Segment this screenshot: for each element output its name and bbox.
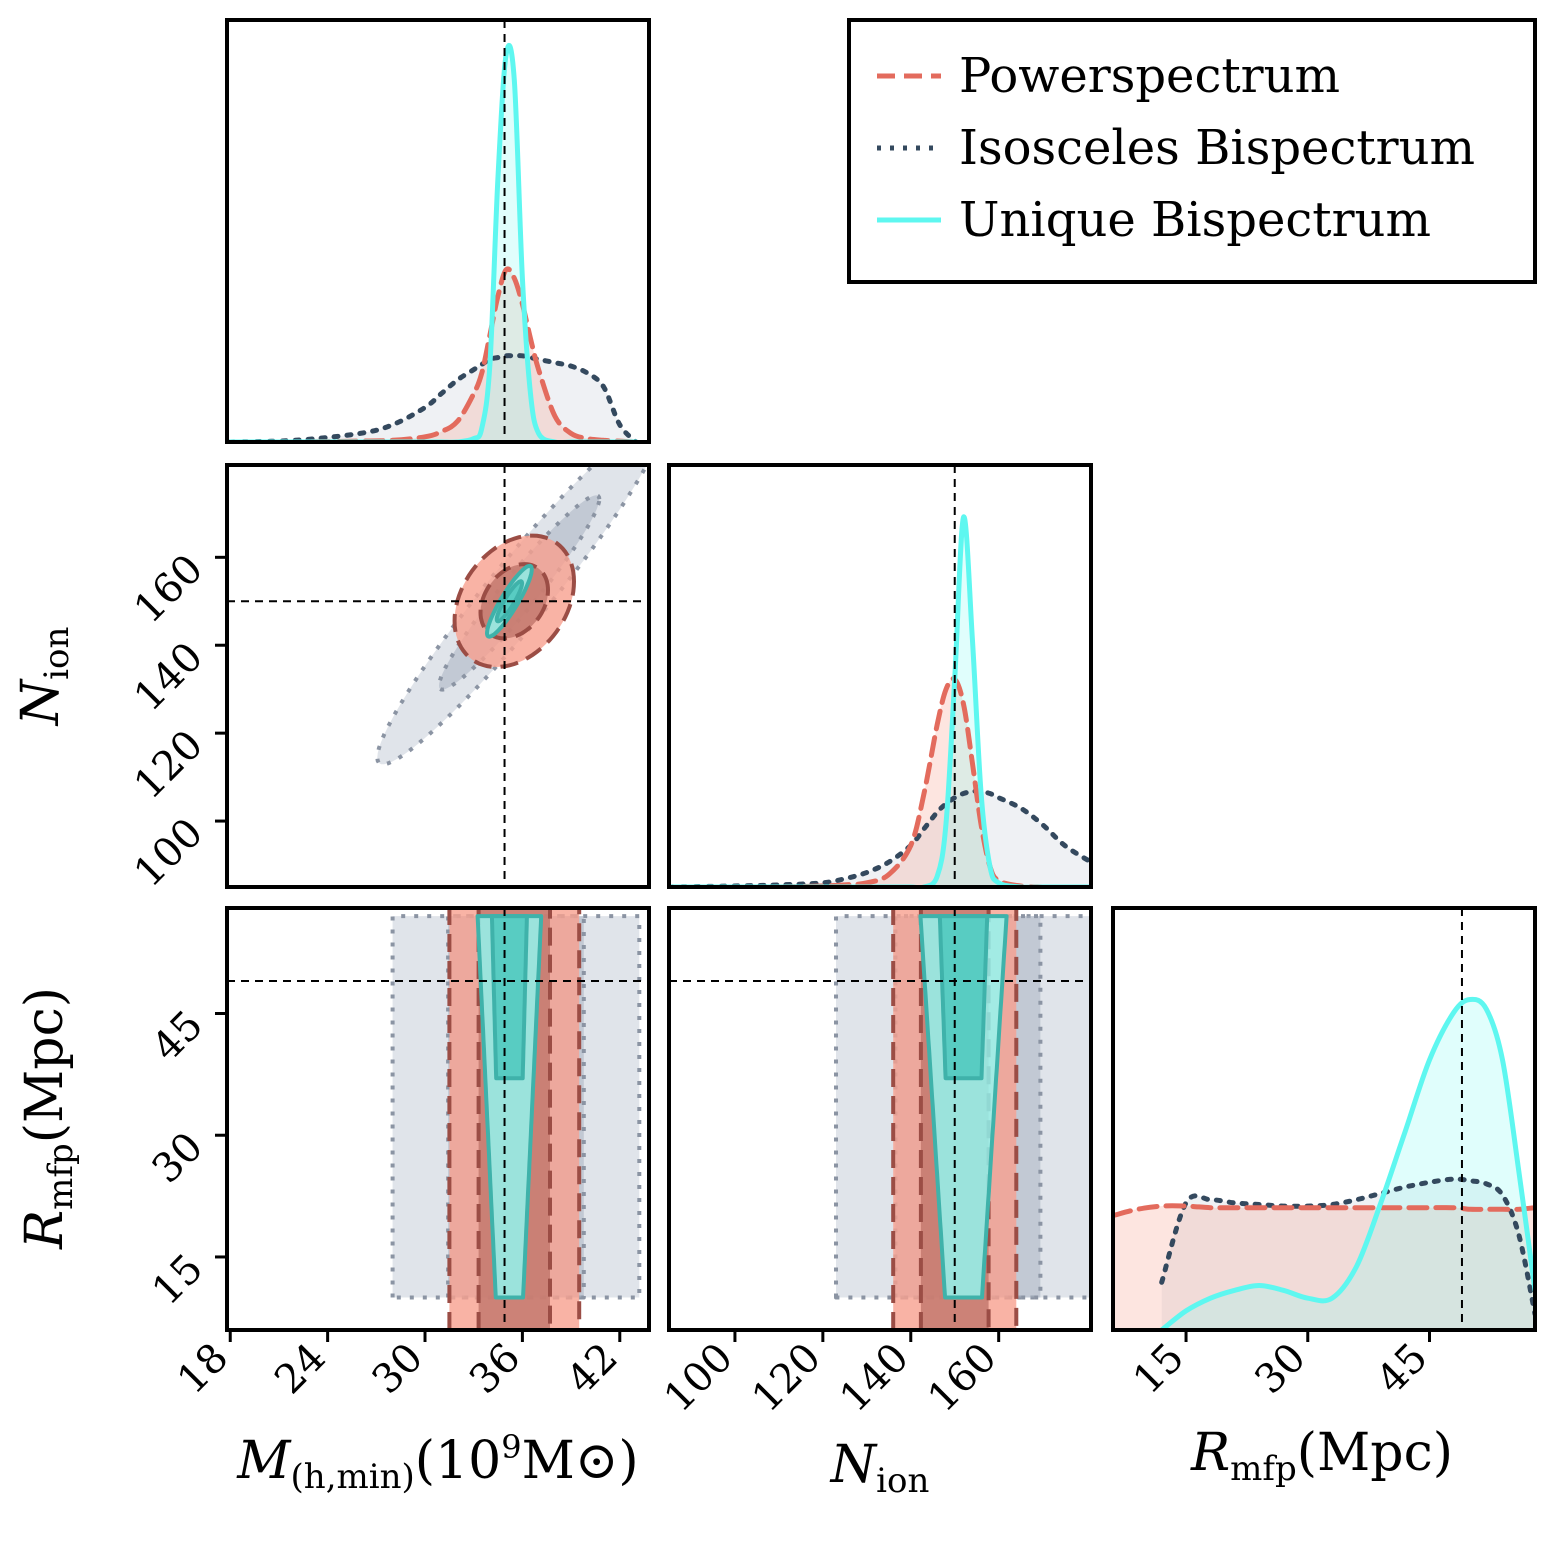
marginal-fill-rmfp-isosceles-bispectrum	[1161, 1179, 1535, 1330]
marginal-lines-rmfp	[1113, 908, 1535, 1330]
panel-frame-11	[667, 463, 1093, 889]
axis-label-nion: Nion	[829, 1435, 930, 1501]
x-tick-label-rmfp: 15	[1125, 1335, 1194, 1404]
marginal-line-mh-isosceles-bispectrum	[227, 353, 639, 442]
x-tick-label-rmfp: 30	[1246, 1335, 1315, 1404]
y-tick-label-nion: 100	[126, 810, 213, 897]
contours-rmfp_vs_nion	[669, 908, 1091, 1330]
contour-rmfp_vs_mh-unique-bispectrum-inner	[489, 914, 529, 1081]
marginal-lines-mh	[227, 20, 639, 442]
marginal-line-nion-unique-bispectrum	[669, 514, 1091, 887]
marginal-fill-rmfp-unique-bispectrum	[1161, 999, 1535, 1330]
contours-rmfp_vs_mh	[227, 908, 649, 1330]
x-tick-label-mh: 24	[266, 1335, 335, 1404]
y-tick-label-nion: 120	[126, 722, 213, 809]
x-tick-label-nion: 160	[919, 1335, 1006, 1422]
x-tick-label-mh: 30	[364, 1335, 433, 1404]
y-tick-label-nion: 160	[126, 546, 213, 633]
axis-label-rmfp: Rmfp(Mpc)	[1190, 1423, 1453, 1489]
panel-frame-20	[225, 906, 651, 1332]
axis-label-mh: M(h,min)(109M⊙)	[236, 1428, 638, 1497]
x-tick-label-nion: 100	[655, 1335, 742, 1422]
legend-box	[847, 18, 1537, 284]
contour-rmfp_vs_nion-unique-bispectrum-inner	[937, 914, 990, 1081]
y-tick-label-rmfp: 45	[144, 1002, 213, 1071]
panel-frames	[225, 18, 1537, 1332]
marginal-line-rmfp-isosceles-bispectrum	[1159, 1176, 1535, 1317]
marginal-line-nion-isosceles-bispectrum	[669, 788, 1091, 887]
marginal-fill-rmfp-powerspectrum	[1113, 1205, 1535, 1330]
axis-labels: M(h,min)(109M⊙) Nion Rmfp(Mpc) Nion Rmfp(Mpc…	[11, 627, 1453, 1501]
x-tick-label-nion: 140	[831, 1335, 918, 1422]
marginal-line-mh-unique-bispectrum	[227, 42, 639, 442]
marginal-fills-nion	[669, 517, 1091, 887]
x-tick-label-mh: 18	[169, 1335, 238, 1404]
panel-frame-10	[225, 463, 651, 889]
marginal-line-rmfp-unique-bispectrum	[1159, 996, 1535, 1330]
panel-frame-00	[225, 18, 651, 444]
x-tick-label-mh: 42	[558, 1335, 627, 1404]
axis-label-nion: Nion	[11, 627, 77, 728]
panel-fills	[227, 45, 1535, 1330]
axis-label-rmfp: Rmfp(Mpc)	[15, 987, 81, 1250]
legend-label: Unique Bispectrum	[959, 192, 1431, 248]
contours-nion-vs-mh	[227, 465, 649, 887]
y-tick-label-rmfp: 30	[144, 1124, 213, 1193]
y-tick-label-nion: 140	[126, 634, 213, 721]
panel-frame-22	[1111, 906, 1537, 1332]
marginal-fill-nion-isosceles-bispectrum	[669, 791, 1091, 887]
marginal-fill-mh-powerspectrum	[230, 268, 636, 442]
legend-label: Powerspectrum	[959, 48, 1340, 104]
marginal-fills-mh	[230, 45, 636, 442]
x-tick-label-mh: 36	[461, 1335, 530, 1404]
marginal-line-rmfp-powerspectrum	[1113, 1203, 1535, 1219]
marginal-fills-rmfp	[1113, 999, 1535, 1330]
panel-frame-21	[667, 906, 1093, 1332]
x-tick-label-rmfp: 45	[1368, 1335, 1437, 1404]
legend-label: Isosceles Bispectrum	[959, 120, 1475, 176]
y-tick-label-rmfp: 15	[144, 1246, 213, 1315]
x-tick-label-nion: 120	[743, 1335, 830, 1422]
legend: Powerspectrum Isosceles Bispectrum Unique …	[847, 18, 1537, 284]
